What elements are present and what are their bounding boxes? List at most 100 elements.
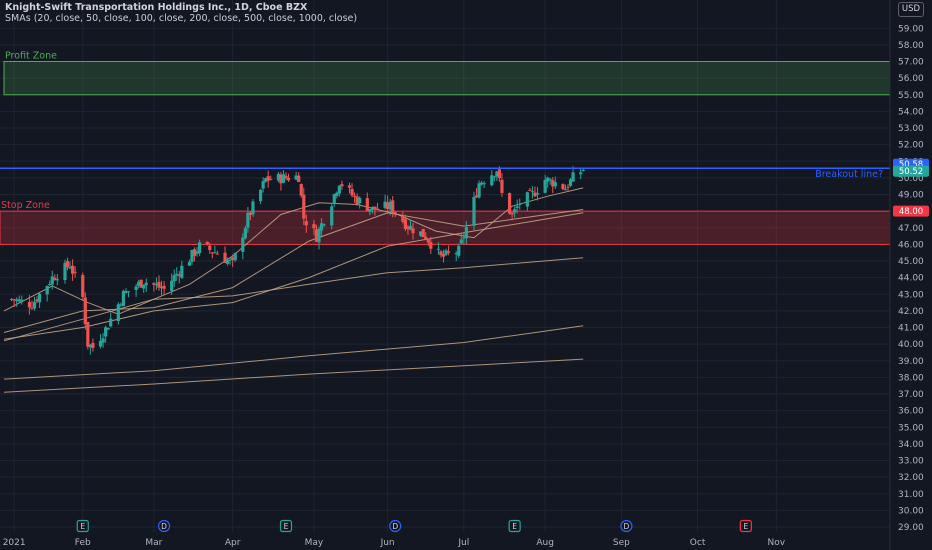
profit-zone-box[interactable] — [3, 61, 891, 96]
earnings-marker[interactable] — [279, 519, 293, 533]
candle-body — [266, 176, 270, 181]
candle-body — [53, 277, 57, 280]
price-badge-label: 50.58 — [899, 160, 923, 170]
earnings-marker[interactable] — [739, 519, 752, 533]
candle-body — [426, 239, 430, 243]
candle-body — [365, 198, 369, 211]
candle-body — [408, 225, 413, 230]
price-tick-label: 54.00 — [898, 107, 924, 117]
candle-body — [462, 237, 466, 239]
candle-body — [68, 267, 72, 269]
price-tick-label: 49.00 — [898, 191, 924, 201]
candle-body — [391, 200, 395, 213]
earnings-marker[interactable] — [76, 519, 89, 533]
candle-body — [561, 184, 565, 190]
price-tick-label: 56.00 — [898, 74, 924, 84]
candle-body — [350, 188, 354, 196]
candle-body — [162, 285, 166, 289]
candle-body — [243, 228, 247, 239]
price-tick-label: 29.00 — [898, 523, 924, 533]
candle-body — [45, 286, 49, 295]
candle-body — [439, 251, 443, 256]
candle-body — [27, 301, 32, 308]
candle-body — [286, 177, 291, 181]
candle-body — [411, 228, 415, 234]
candle-body — [403, 219, 408, 230]
candle-body — [513, 209, 517, 213]
candle-body — [241, 237, 245, 252]
candle-body — [142, 284, 146, 289]
price-tick-label: 35.00 — [898, 423, 924, 433]
time-tick-label: Oct — [690, 538, 706, 548]
time-axis[interactable]: 2021 Feb Mar Apr May Jun Jul Aug Sep Oct Nov — [3, 538, 786, 548]
price-tick-label: 58.00 — [898, 41, 924, 51]
candle-body — [139, 279, 143, 288]
candle-body — [388, 201, 392, 210]
price-tick-label: 37.00 — [898, 390, 924, 400]
earnings-marker[interactable] — [508, 519, 521, 533]
candle-body — [192, 249, 197, 256]
candle-body — [144, 282, 148, 286]
candle-body — [421, 228, 425, 238]
candle-body — [383, 201, 387, 208]
candle-body — [223, 252, 227, 263]
candle-body — [126, 291, 131, 293]
candle-body — [98, 340, 103, 347]
candle-body — [55, 279, 59, 281]
candle-body — [116, 304, 120, 322]
candle-body — [70, 265, 75, 274]
dividend-marker[interactable] — [620, 519, 633, 533]
candle-body — [370, 206, 374, 210]
candle-body — [566, 186, 570, 188]
candle-body — [299, 184, 303, 196]
candle-body — [515, 206, 519, 208]
dividend-marker[interactable] — [389, 519, 402, 533]
candle-body — [510, 212, 514, 215]
candle-body — [32, 301, 37, 309]
candle-body — [157, 281, 161, 288]
dividend-marker[interactable] — [157, 519, 171, 533]
candle-body — [482, 183, 486, 185]
sma-line — [3, 209, 584, 333]
breakout-line-label: Breakout line? — [815, 169, 883, 180]
candle-body — [551, 180, 555, 187]
candle-body — [152, 283, 156, 285]
candle-body — [119, 304, 123, 306]
candle-body — [553, 182, 557, 187]
candle-body — [86, 321, 90, 347]
price-tick-label: 52.00 — [898, 141, 924, 151]
candle-body — [337, 185, 341, 194]
candle-body — [533, 192, 537, 197]
candle-body — [317, 228, 321, 243]
candle-body — [88, 344, 92, 348]
candle-body — [20, 299, 24, 301]
candle-body — [424, 236, 428, 240]
candle-body — [208, 245, 212, 251]
candle-body — [190, 249, 194, 262]
event-marker-label: E — [743, 522, 748, 531]
sma-line — [3, 325, 584, 380]
price-tick-label: 53.00 — [898, 124, 924, 134]
candle-body — [109, 318, 113, 327]
time-tick-label: Nov — [768, 538, 786, 548]
candle-body — [355, 196, 359, 205]
stop-zone-box[interactable] — [0, 210, 891, 245]
candle-body — [228, 259, 232, 261]
price-axis[interactable]: 29.00 30.00 31.00 32.00 33.00 34.00 35.00 36.00… — [889, 0, 924, 550]
currency-button[interactable]: USD — [898, 2, 924, 17]
time-tick-label: Feb — [75, 538, 91, 548]
candle-body — [134, 286, 138, 291]
candle-body — [474, 195, 479, 198]
candle-body — [279, 174, 283, 184]
price-tick-label: 30.00 — [898, 506, 924, 516]
candle-body — [373, 206, 377, 210]
candle-body — [170, 280, 174, 291]
candle-body — [368, 209, 372, 212]
candle-body — [518, 204, 522, 206]
candle-body — [251, 201, 255, 215]
candle-body — [330, 206, 334, 226]
candle-body — [500, 179, 504, 193]
